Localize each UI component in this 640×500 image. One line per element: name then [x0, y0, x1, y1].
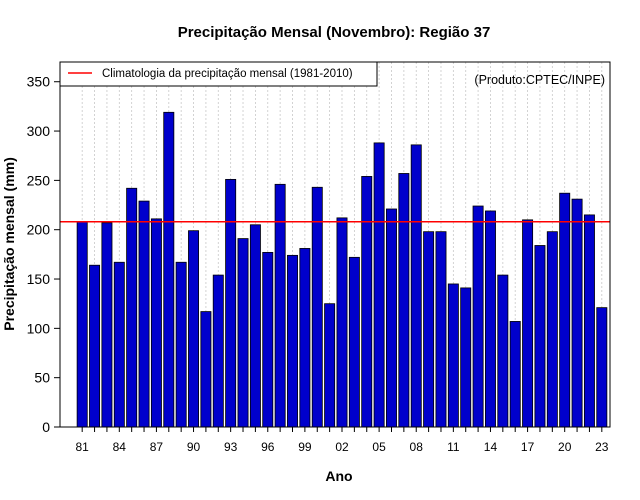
chart-title: Precipitação Mensal (Novembro): Região 3…: [178, 24, 491, 41]
x-tick-label: 23: [595, 440, 609, 454]
legend: Climatologia da precipitação mensal (198…: [59, 61, 378, 87]
bar-1993: [225, 178, 237, 428]
x-tick-label: 11: [447, 440, 460, 454]
bar-2022: [583, 214, 595, 428]
bar-2009: [423, 231, 435, 428]
bar-2000: [311, 186, 323, 428]
y-axis: 0 50 100 150 200 250 300 350: [27, 74, 60, 435]
x-tick-label: 99: [298, 440, 312, 454]
bar-1992: [212, 274, 224, 428]
x-tick-label: 14: [484, 440, 498, 454]
bar-1997: [274, 183, 286, 428]
bar-2005: [373, 142, 385, 428]
bars: [76, 111, 608, 428]
bar-2003: [348, 256, 360, 428]
y-tick-label: 300: [27, 123, 51, 139]
bar-2010: [435, 231, 447, 428]
bar-2018: [534, 245, 546, 428]
bar-1996: [262, 251, 274, 428]
x-tick-label: 93: [224, 440, 238, 454]
bar-1998: [287, 254, 298, 428]
bar-2013: [472, 205, 484, 428]
x-tick-label: 17: [521, 440, 535, 454]
x-tick-label: 87: [150, 440, 164, 454]
bar-2012: [460, 287, 472, 428]
bar-1983: [101, 222, 113, 428]
bar-1999: [299, 248, 311, 428]
x-axis: 81 84 87 90 93 96 99 02 05 08 11 14 17 20 23: [76, 427, 609, 454]
bar-1985: [126, 187, 138, 428]
bar-2016: [509, 321, 521, 428]
x-tick-label: 90: [187, 440, 201, 454]
bar-2006: [386, 208, 397, 428]
bar-1982: [89, 264, 101, 428]
y-tick-label: 100: [27, 320, 51, 336]
y-tick-label: 150: [27, 271, 51, 287]
bar-2019: [546, 231, 558, 428]
bar-1987: [150, 218, 162, 428]
bar-1984: [113, 261, 125, 428]
bar-2023: [596, 307, 608, 428]
x-tick-label: 08: [410, 440, 424, 454]
bar-2017: [522, 219, 534, 428]
y-tick-label: 200: [27, 222, 51, 238]
x-tick-label: 96: [261, 440, 275, 454]
bar-1989: [175, 261, 187, 428]
bar-1995: [249, 224, 261, 428]
bar-2020: [559, 192, 571, 428]
x-tick-label: 20: [558, 440, 572, 454]
source-note: (Produto:CPTEC/INPE): [474, 73, 605, 87]
y-tick-label: 50: [34, 370, 50, 386]
bar-2015: [497, 274, 509, 428]
x-tick-label: 05: [372, 440, 386, 454]
bar-1981: [76, 221, 88, 428]
bar-1990: [188, 230, 200, 428]
y-axis-label: Precipitação mensal (mm): [1, 157, 17, 331]
bar-2004: [361, 176, 373, 428]
legend-label: Climatologia da precipitação mensal (198…: [102, 68, 353, 80]
y-tick-label: 350: [27, 74, 51, 90]
y-tick-label: 0: [42, 419, 50, 435]
x-axis-label: Ano: [325, 468, 352, 484]
x-tick-label: 84: [113, 440, 127, 454]
bar-2011: [447, 283, 459, 428]
bar-1994: [237, 238, 249, 428]
x-tick-label: 02: [335, 440, 349, 454]
bar-2001: [324, 303, 336, 428]
legend-box: [59, 61, 378, 87]
y-tick-label: 250: [27, 172, 51, 188]
x-tick-label: 81: [76, 440, 90, 454]
bar-1986: [138, 200, 150, 428]
bar-2008: [410, 144, 422, 428]
bar-2002: [336, 217, 348, 428]
bar-2014: [484, 210, 496, 428]
bar-1991: [200, 311, 212, 428]
bar-1988: [163, 111, 175, 428]
bar-2021: [571, 198, 583, 428]
bar-2007: [398, 173, 410, 428]
